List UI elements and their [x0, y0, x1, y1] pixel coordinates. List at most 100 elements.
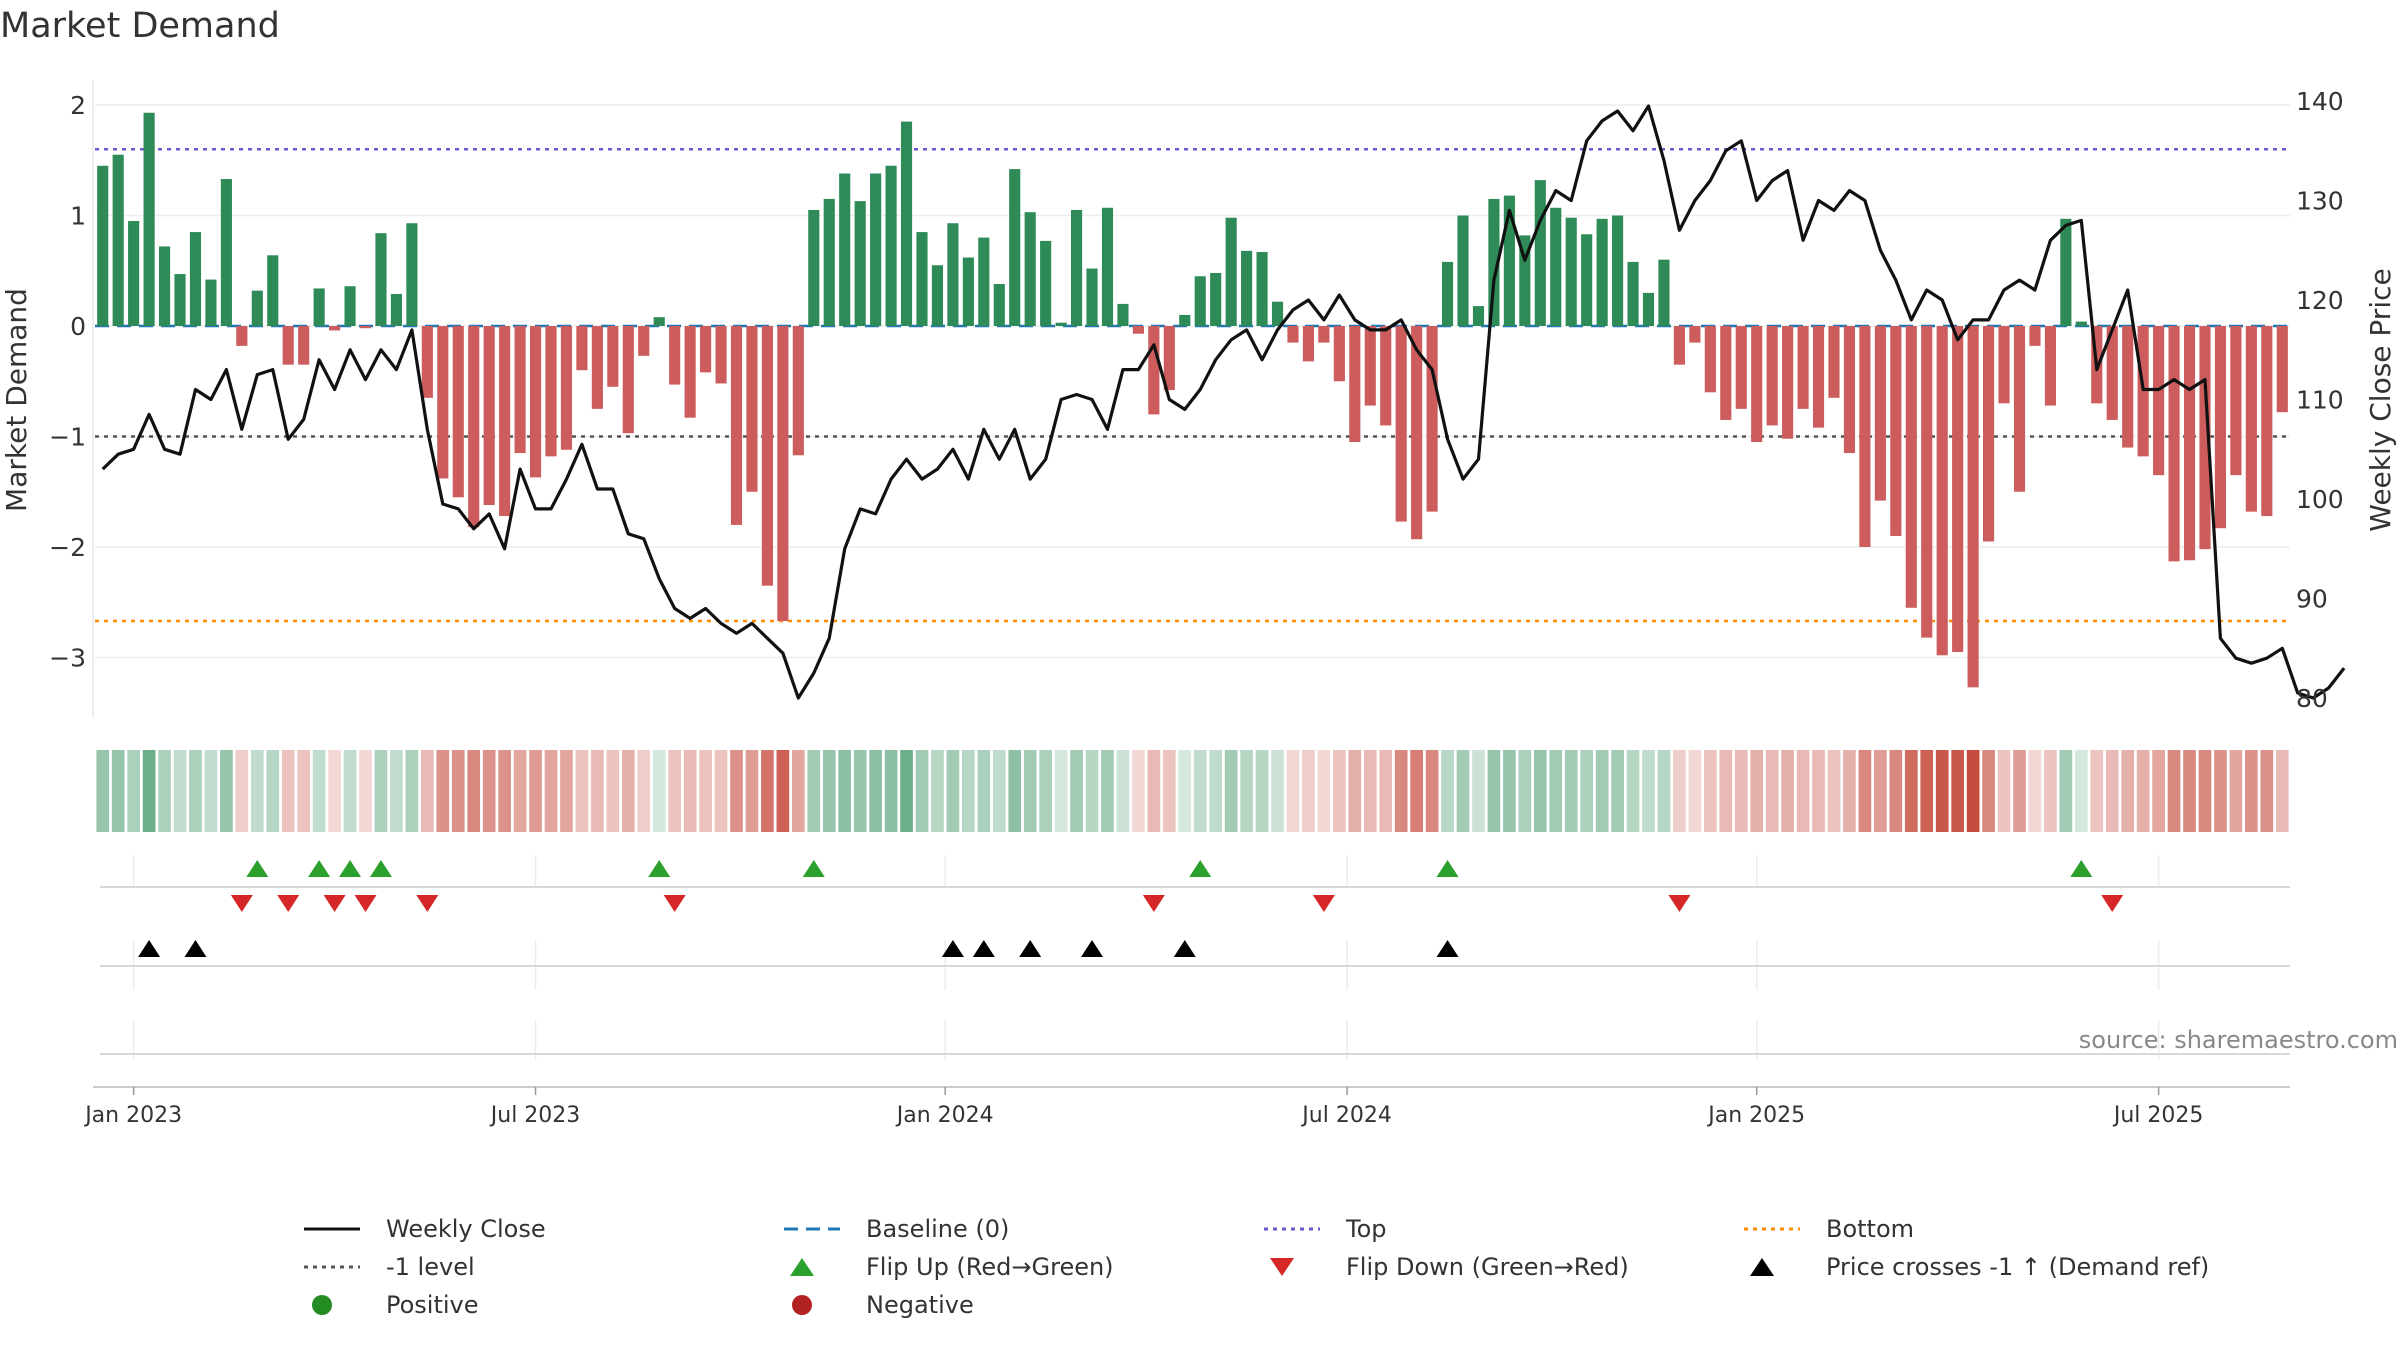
legend-bottom: Bottom: [1740, 1212, 1914, 1246]
regime-cell: [946, 750, 960, 832]
legend-weekly-close: Weekly Close: [300, 1212, 546, 1246]
y-tick-label: −2: [49, 533, 86, 562]
regime-cell: [962, 750, 975, 832]
legend-positive: Positive: [300, 1288, 479, 1322]
demand-bar: [1658, 259, 1670, 326]
chart-title: Market Demand: [0, 6, 280, 46]
demand-bar: [1797, 326, 1809, 409]
demand-bar: [1967, 326, 1979, 688]
regime-cell: [606, 750, 620, 832]
regime-cell: [1626, 750, 1640, 832]
regime-cell: [1178, 750, 1192, 832]
regime-cell: [436, 750, 450, 832]
y2-tick-label: 80: [2296, 684, 2328, 713]
regime-cell: [1255, 750, 1269, 832]
demand-bar: [406, 223, 418, 326]
demand-bar: [1132, 326, 1144, 334]
regime-cell: [1611, 750, 1624, 832]
regime-cell: [977, 750, 991, 832]
demand-bar: [468, 326, 480, 528]
demand-bar: [638, 326, 650, 356]
regime-cell: [1317, 750, 1331, 832]
demand-bar: [700, 326, 712, 373]
regime-cell: [1796, 750, 1810, 832]
regime-cell: [1085, 750, 1099, 832]
demand-bar: [1349, 326, 1361, 443]
x-tick-label: Jul 2025: [2112, 1103, 2204, 1128]
demand-bar: [1287, 326, 1299, 343]
flip-down-marker: [1668, 895, 1691, 912]
demand-bar: [1210, 272, 1222, 326]
demand-bar: [1704, 326, 1716, 393]
demand-bar: [1921, 326, 1933, 638]
x-tick-label: Jul 2023: [489, 1103, 581, 1128]
demand-bar: [205, 279, 217, 326]
regime-cell: [1765, 750, 1779, 832]
x-tick-label: Jan 2024: [895, 1103, 994, 1128]
flip-down-marker: [663, 895, 686, 912]
demand-bar: [669, 326, 681, 385]
demand-bar: [591, 326, 603, 409]
demand-bar: [2029, 326, 2041, 346]
demand-bar: [1148, 326, 1160, 415]
demand-bar: [653, 317, 665, 326]
demand-bar: [1009, 169, 1021, 326]
axes: Market Demand Weekly Close Price 2 1 0 −1 −2…: [0, 80, 2397, 718]
demand-bar: [499, 326, 511, 517]
regime-cell: [1812, 750, 1825, 832]
demand-bar: [576, 326, 588, 371]
demand-bar: [1364, 326, 1376, 406]
demand-bar: [1843, 326, 1856, 454]
legend-price-cross: Price crosses -1 ↑ (Demand ref): [1740, 1250, 2209, 1284]
regime-cell: [513, 750, 527, 832]
demand-bar: [545, 326, 557, 457]
regime-cell: [2275, 750, 2289, 832]
demand-bar: [916, 232, 928, 326]
regime-cell: [1363, 750, 1377, 832]
legend-label: Bottom: [1826, 1215, 1915, 1243]
regime-cell: [328, 750, 341, 832]
regime-cell: [730, 750, 743, 832]
regime-cell: [1394, 750, 1408, 832]
regime-cell: [127, 750, 140, 832]
regime-cell: [1734, 750, 1748, 832]
demand-bar: [158, 246, 171, 326]
regime-cell: [1673, 750, 1686, 832]
legend-top: Top: [1260, 1212, 1387, 1246]
regime-cell: [2245, 750, 2258, 832]
regime-cell: [1549, 750, 1563, 832]
demand-bar: [2153, 326, 2165, 476]
demand-bar: [1612, 215, 1624, 326]
regime-cell: [544, 750, 558, 832]
y2-tick-label: 130: [2296, 187, 2344, 216]
source-credit: source: sharemaestro.com: [2079, 1026, 2398, 1054]
legend-label: Positive: [386, 1291, 479, 1319]
demand-bar: [1596, 218, 1608, 326]
y2-tick-label: 110: [2296, 386, 2344, 415]
legend-dotted-icon: [304, 1265, 360, 1269]
legend-dotted-icon: [1744, 1227, 1800, 1231]
demand-bar: [2183, 326, 2196, 561]
regime-cell: [1935, 750, 1949, 832]
regime-cell: [1070, 750, 1083, 832]
flip-up-marker: [2070, 860, 2093, 877]
regime-cell: [1642, 750, 1655, 832]
regime-cell: [2198, 750, 2212, 832]
x-tick-label: Jan 2023: [83, 1103, 182, 1128]
demand-bar: [1271, 301, 1284, 326]
regime-cell: [1982, 750, 1995, 832]
regime-cell: [668, 750, 682, 832]
flip-up-marker: [1436, 860, 1459, 877]
legend-line-icon: [304, 1227, 360, 1231]
regime-cell: [699, 750, 712, 832]
demand-bar: [1241, 250, 1253, 326]
regime-cell: [204, 750, 218, 832]
demand-bar: [1426, 326, 1438, 512]
regime-cell: [1904, 750, 1918, 832]
demand-bar: [947, 223, 959, 326]
triangle-up-icon: [790, 1258, 814, 1276]
y2-tick-label: 100: [2296, 485, 2344, 514]
regime-cell: [2059, 750, 2073, 832]
regime-cell: [1379, 750, 1393, 832]
regime-strip: [96, 750, 2289, 832]
